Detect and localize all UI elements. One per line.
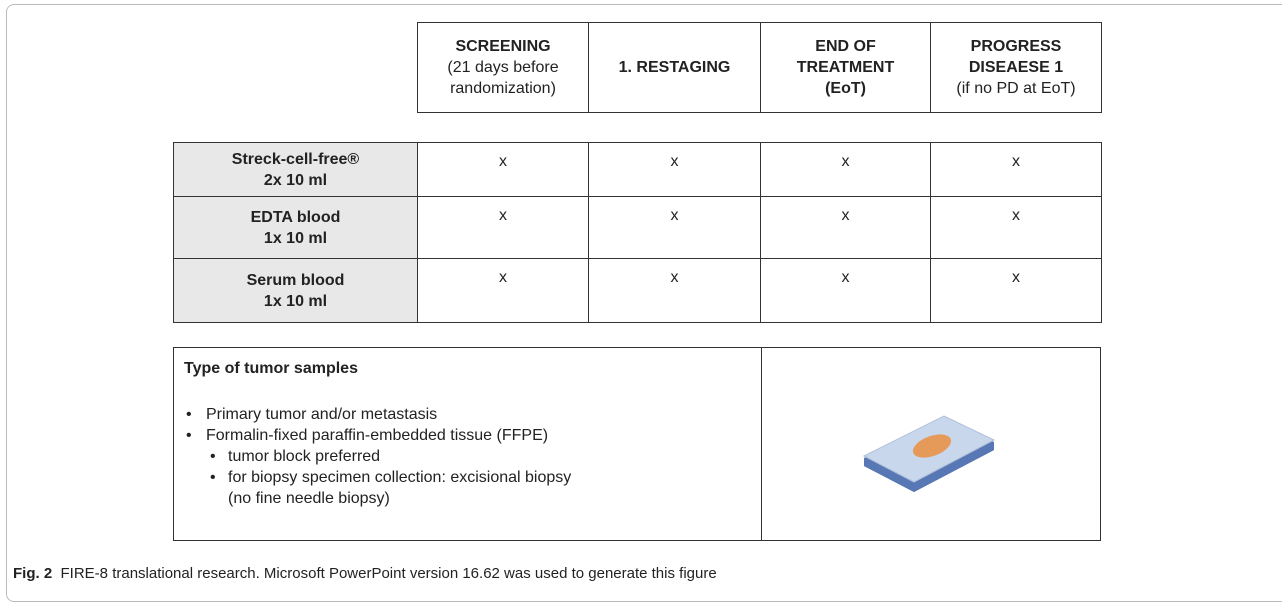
row-volume: 1x 10 ml [263, 229, 328, 247]
caption-text: FIRE-8 translational research. Microsoft… [60, 565, 717, 582]
cell-mark: x [499, 153, 507, 170]
bullet: • Formalin-fixed paraffin-embedded tissue… [186, 427, 549, 444]
header-title: END OF [815, 38, 876, 55]
header-note: (21 days before [447, 59, 559, 76]
table-cell: x [417, 258, 589, 323]
cell-mark: x [1012, 153, 1020, 170]
row-name: Streck-cell-free® [231, 150, 360, 168]
cell-mark: x [1012, 269, 1020, 286]
row-volume: 2x 10 ml [263, 171, 328, 189]
header-title: SCREENING [455, 38, 551, 55]
header-note: (if no PD at EoT) [956, 80, 1076, 97]
tumor-text: Type of tumor samples • Primary tumor and… [174, 348, 762, 540]
bullet: • Primary tumor and/or metastasis [186, 406, 438, 423]
tumor-title: Type of tumor samples [184, 360, 358, 377]
table-cell: x [417, 196, 589, 259]
row-name: EDTA blood [250, 208, 341, 226]
table-cell: x [760, 258, 931, 323]
row-label: Streck-cell-free® 2x 10 ml [173, 142, 418, 197]
row-volume: 1x 10 ml [263, 292, 328, 310]
table-cell: x [930, 142, 1102, 197]
cell-mark: x [841, 207, 850, 224]
row-label: Serum blood 1x 10 ml [173, 258, 418, 323]
row-label: EDTA blood 1x 10 ml [173, 196, 418, 259]
cell-mark: x [670, 269, 679, 286]
header-title: (EoT) [825, 80, 866, 97]
bullet-list: • Primary tumor and/or metastasis • Formali… [184, 404, 571, 509]
caption-label: Fig. 2 [13, 565, 53, 582]
header-title: DISEAESE 1 [968, 59, 1064, 76]
header-cell: 1. RESTAGING [588, 22, 761, 113]
header-cell: END OF TREATMENT (EoT) [760, 22, 931, 113]
table-cell: x [588, 258, 761, 323]
header-note: randomization) [450, 80, 556, 97]
caption: Fig. 2 FIRE-8 translational research. Mi… [13, 565, 717, 582]
cell-mark: x [841, 269, 850, 286]
sub-bullet: (no fine needle biopsy) [228, 490, 390, 507]
table-cell: x [588, 142, 761, 197]
sub-bullet: • for biopsy specimen collection: excisio… [210, 469, 572, 486]
header-title: TREATMENT [796, 59, 895, 76]
table-cell: x [417, 142, 589, 197]
header-title: PROGRESS [970, 38, 1062, 55]
table-cell: x [588, 196, 761, 259]
cassette-icon [862, 415, 996, 492]
table-cell: x [930, 258, 1102, 323]
sub-bullet: • tumor block preferred [210, 448, 381, 465]
header-title: 1. RESTAGING [618, 59, 731, 76]
header-cell: PROGRESS DISEAESE 1 (if no PD at EoT) [930, 22, 1102, 113]
table-cell: x [760, 142, 931, 197]
cell-mark: x [670, 207, 679, 224]
cell-mark: x [670, 153, 679, 170]
table-cell: x [930, 196, 1102, 259]
row-name: Serum blood [246, 271, 345, 289]
cell-mark: x [841, 153, 850, 170]
table-cell: x [760, 196, 931, 259]
tumor-box: Type of tumor samples • Primary tumor and… [173, 347, 1101, 541]
cell-mark: x [499, 269, 507, 286]
header-cell: SCREENING (21 days before randomization) [417, 22, 589, 113]
cell-mark: x [1012, 207, 1020, 224]
cell-mark: x [499, 207, 507, 224]
figure-frame [6, 4, 1282, 602]
